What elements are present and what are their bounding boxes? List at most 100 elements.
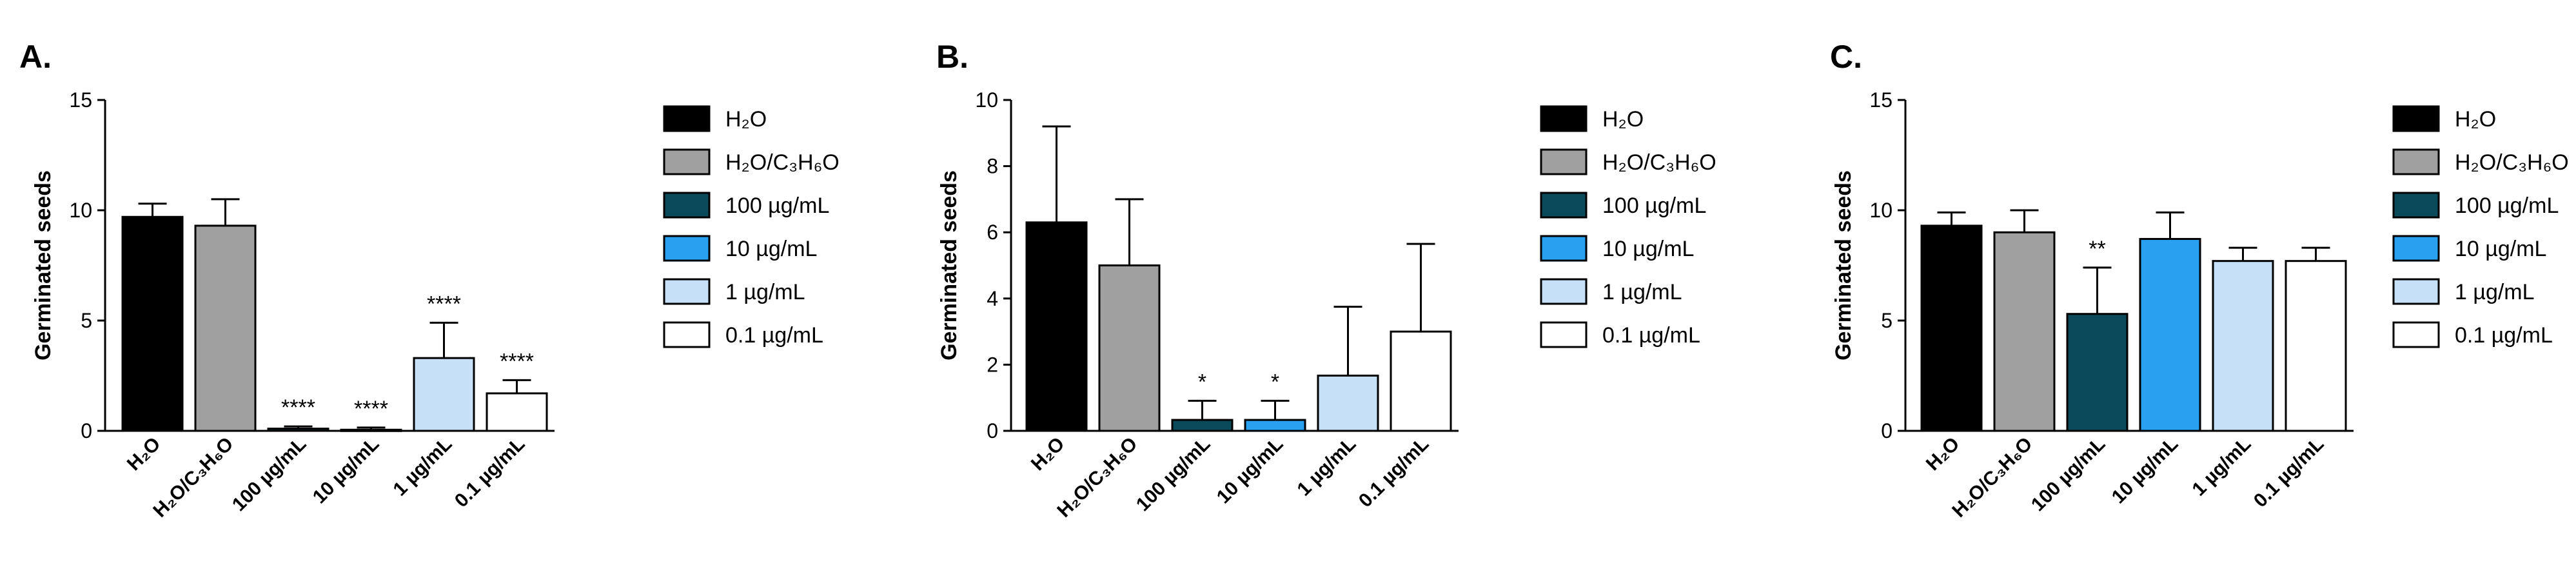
y-tick-label: 4 bbox=[987, 287, 998, 310]
bar-1-g-ml bbox=[1317, 374, 1379, 432]
legend-label: H₂O/C₃H₆O bbox=[725, 150, 840, 175]
x-tick-label: 10 µg/mL bbox=[309, 433, 384, 508]
panel-a: A. 0 5 10 15 Germinated seeds H₂O H₂O/C₃H₆O ****… bbox=[19, 39, 840, 522]
legend-swatch-h-o bbox=[2392, 105, 2440, 132]
legend-label: 100 µg/mL bbox=[2455, 193, 2559, 218]
x-tick-label: 1 µg/mL bbox=[389, 433, 457, 501]
legend-swatch-1-g-ml bbox=[1540, 278, 1588, 305]
panel-label: C. bbox=[1830, 39, 1862, 75]
x-tick-label: 1 µg/mL bbox=[2188, 433, 2256, 501]
legend-swatch-100-g-ml bbox=[1540, 192, 1588, 219]
bar-h-o bbox=[121, 215, 184, 432]
legend-swatch-h-o bbox=[1540, 105, 1588, 132]
y-tick-label: 5 bbox=[1881, 309, 1893, 332]
bar-100-g-ml bbox=[1171, 419, 1234, 432]
legend-swatch-10-g-ml bbox=[663, 235, 711, 262]
x-tick-label: 10 µg/mL bbox=[1213, 433, 1288, 508]
y-tick-label: 15 bbox=[69, 88, 92, 112]
panel-label: B. bbox=[936, 39, 968, 75]
significance-marker: ** bbox=[2089, 237, 2105, 261]
bar-h-o bbox=[1025, 221, 1088, 432]
legend-swatch-1-g-ml bbox=[663, 278, 711, 305]
legend-swatch-10-g-ml bbox=[2392, 235, 2440, 262]
y-tick-label: 0 bbox=[1881, 419, 1893, 442]
legend-label: 1 µg/mL bbox=[725, 280, 805, 304]
x-tick-label: 1 µg/mL bbox=[1293, 433, 1361, 501]
y-tick-label: 10 bbox=[975, 88, 998, 112]
bar-h-o-c-h-o bbox=[1993, 231, 2056, 432]
y-tick-label: 5 bbox=[81, 309, 92, 332]
x-tick-label: 100 µg/mL bbox=[2027, 433, 2110, 516]
x-tick-label: 0.1 µg/mL bbox=[2250, 433, 2328, 512]
legend-swatch-h-o bbox=[663, 105, 711, 132]
y-axis-label: Germinated seeds bbox=[937, 170, 961, 361]
y-tick-label: 15 bbox=[1869, 88, 1893, 112]
bar-100-g-ml bbox=[2066, 313, 2129, 432]
legend-label: 0.1 µg/mL bbox=[725, 323, 823, 348]
y-tick-label: 0 bbox=[81, 419, 92, 442]
bar-10-g-ml bbox=[1244, 419, 1306, 432]
legend-label: 10 µg/mL bbox=[725, 237, 817, 261]
y-tick-label: 10 bbox=[69, 199, 92, 222]
significance-marker: **** bbox=[500, 349, 534, 373]
bar-0-1-g-ml bbox=[486, 392, 548, 432]
legend-label: H₂O bbox=[1602, 107, 1644, 132]
panel-c: C. 0 5 10 15 Germinated seeds H₂O H₂O/C₃H₆O ** 10… bbox=[1830, 39, 2569, 522]
legend-label: 100 µg/mL bbox=[1602, 193, 1706, 218]
y-tick-label: 10 bbox=[1869, 199, 1893, 222]
legend-label: H₂O/C₃H₆O bbox=[1602, 150, 1716, 175]
legend-label: H₂O/C₃H₆O bbox=[2455, 150, 2569, 175]
bar-h-o bbox=[1920, 224, 1983, 432]
significance-marker: **** bbox=[281, 395, 315, 420]
legend-label: 0.1 µg/mL bbox=[1602, 323, 1700, 348]
legend-swatch-100-g-ml bbox=[2392, 192, 2440, 219]
legend-swatch-h-o-c-h-o bbox=[1540, 148, 1588, 175]
legend-swatch-1-g-ml bbox=[2392, 278, 2440, 305]
legend-swatch-10-g-ml bbox=[1540, 235, 1588, 262]
legend-swatch-0-1-g-ml bbox=[663, 321, 711, 348]
legend-label: 1 µg/mL bbox=[1602, 280, 1682, 304]
legend-label: H₂O bbox=[2455, 107, 2496, 132]
legend-label: H₂O bbox=[725, 107, 767, 132]
legend-swatch-h-o-c-h-o bbox=[2392, 148, 2440, 175]
y-axis-label: Germinated seeds bbox=[1831, 170, 1856, 361]
bar-1-g-ml bbox=[413, 357, 475, 432]
x-tick-label: 100 µg/mL bbox=[228, 433, 311, 516]
legend-swatch-h-o-c-h-o bbox=[663, 148, 711, 175]
legend-label: 100 µg/mL bbox=[725, 193, 829, 218]
y-tick-label: 0 bbox=[987, 419, 998, 442]
legend-label: 10 µg/mL bbox=[2455, 237, 2546, 261]
x-tick-label: 10 µg/mL bbox=[2108, 433, 2183, 508]
x-tick-label: H₂O bbox=[123, 433, 165, 475]
legend-label: 1 µg/mL bbox=[2455, 280, 2535, 304]
bar-10-g-ml bbox=[340, 428, 402, 432]
legend-swatch-0-1-g-ml bbox=[1540, 321, 1588, 348]
significance-marker: **** bbox=[354, 397, 388, 421]
significance-marker: **** bbox=[427, 292, 461, 316]
significance-marker: * bbox=[1271, 370, 1279, 394]
bar-0-1-g-ml bbox=[2285, 260, 2347, 432]
y-tick-label: 2 bbox=[987, 353, 998, 376]
legend-swatch-0-1-g-ml bbox=[2392, 321, 2440, 348]
y-tick-label: 8 bbox=[987, 155, 998, 178]
x-tick-label: H₂O bbox=[1027, 433, 1069, 475]
y-tick-label: 6 bbox=[987, 221, 998, 244]
y-axis-label: Germinated seeds bbox=[31, 170, 55, 361]
significance-marker: * bbox=[1198, 370, 1206, 394]
panel-b: B. 0 2 4 6 8 10 Germinated seeds H₂O H₂O/C₃H₆O * 10… bbox=[936, 39, 1716, 522]
x-tick-label: 100 µg/mL bbox=[1132, 433, 1215, 516]
x-tick-label: H₂O bbox=[1922, 433, 1964, 475]
bar-1-g-ml bbox=[2212, 260, 2274, 432]
legend-label: 10 µg/mL bbox=[1602, 237, 1694, 261]
legend-label: 0.1 µg/mL bbox=[2455, 323, 2553, 348]
panel-label: A. bbox=[19, 39, 52, 75]
bar-0-1-g-ml bbox=[1390, 330, 1452, 432]
bar-h-o-c-h-o bbox=[1098, 264, 1161, 432]
x-tick-label: 0.1 µg/mL bbox=[451, 433, 529, 512]
bar-h-o-c-h-o bbox=[194, 224, 257, 432]
bar-100-g-ml bbox=[267, 428, 329, 432]
legend-swatch-100-g-ml bbox=[663, 192, 711, 219]
bar-10-g-ml bbox=[2139, 237, 2201, 432]
x-tick-label: 0.1 µg/mL bbox=[1355, 433, 1433, 512]
